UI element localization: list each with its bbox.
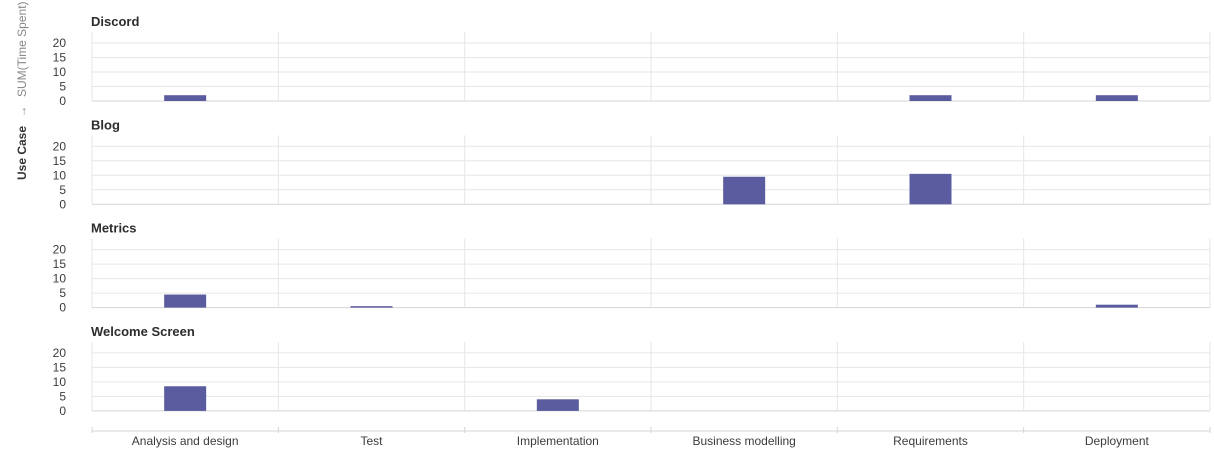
y-tick-label: 0	[59, 94, 66, 108]
bar[interactable]	[723, 176, 766, 205]
bar[interactable]	[1095, 95, 1138, 101]
bar[interactable]	[909, 173, 952, 205]
x-tick-label: Deployment	[1085, 434, 1150, 448]
y-tick-label: 20	[53, 243, 67, 257]
y-tick-label: 10	[53, 272, 67, 286]
bar[interactable]	[164, 95, 207, 101]
y-tick-label: 5	[59, 183, 66, 197]
y-tick-label: 5	[59, 80, 66, 94]
y-tick-label: 10	[53, 375, 67, 389]
y-axis-arrow: →	[15, 106, 29, 118]
y-tick-label: 20	[53, 346, 67, 360]
y-tick-label: 0	[59, 197, 66, 211]
y-tick-label: 20	[53, 139, 67, 153]
x-tick-label: Analysis and design	[132, 434, 239, 448]
bar[interactable]	[909, 95, 952, 101]
bar[interactable]	[164, 294, 207, 308]
y-tick-label: 0	[59, 301, 66, 315]
bar[interactable]	[1095, 304, 1138, 308]
panel-title: Discord	[91, 14, 139, 29]
x-tick-label: Business modelling	[692, 434, 795, 448]
x-tick-label: Implementation	[517, 434, 599, 448]
y-tick-label: 0	[59, 404, 66, 418]
y-tick-label: 20	[53, 36, 67, 50]
panels: Discord05101520Blog05101520Metrics051015…	[53, 14, 1211, 418]
y-tick-label: 5	[59, 389, 66, 403]
y-tick-label: 15	[53, 360, 67, 374]
y-axis-title: Use Case → SUM(Time Spent)	[13, 1, 30, 180]
y-tick-label: 15	[53, 51, 67, 65]
bar[interactable]	[536, 399, 579, 411]
panel-title: Metrics	[91, 221, 137, 236]
y-axis-field: Use Case	[15, 126, 29, 180]
y-tick-label: 15	[53, 154, 67, 168]
panel-title: Blog	[91, 117, 120, 132]
y-tick-label: 10	[53, 65, 67, 79]
bar[interactable]	[164, 386, 207, 411]
y-tick-label: 10	[53, 168, 67, 182]
panel-title: Welcome Screen	[91, 324, 195, 339]
y-axis-measure: SUM(Time Spent)	[15, 1, 29, 97]
x-axis: Analysis and design Test Implementation Bus…	[91, 427, 1211, 448]
y-tick-label: 15	[53, 257, 67, 271]
y-tick-label: 5	[59, 286, 66, 300]
x-tick-label: Requirements	[893, 434, 968, 448]
x-tick-label: Test	[360, 434, 383, 448]
bar[interactable]	[350, 306, 393, 308]
